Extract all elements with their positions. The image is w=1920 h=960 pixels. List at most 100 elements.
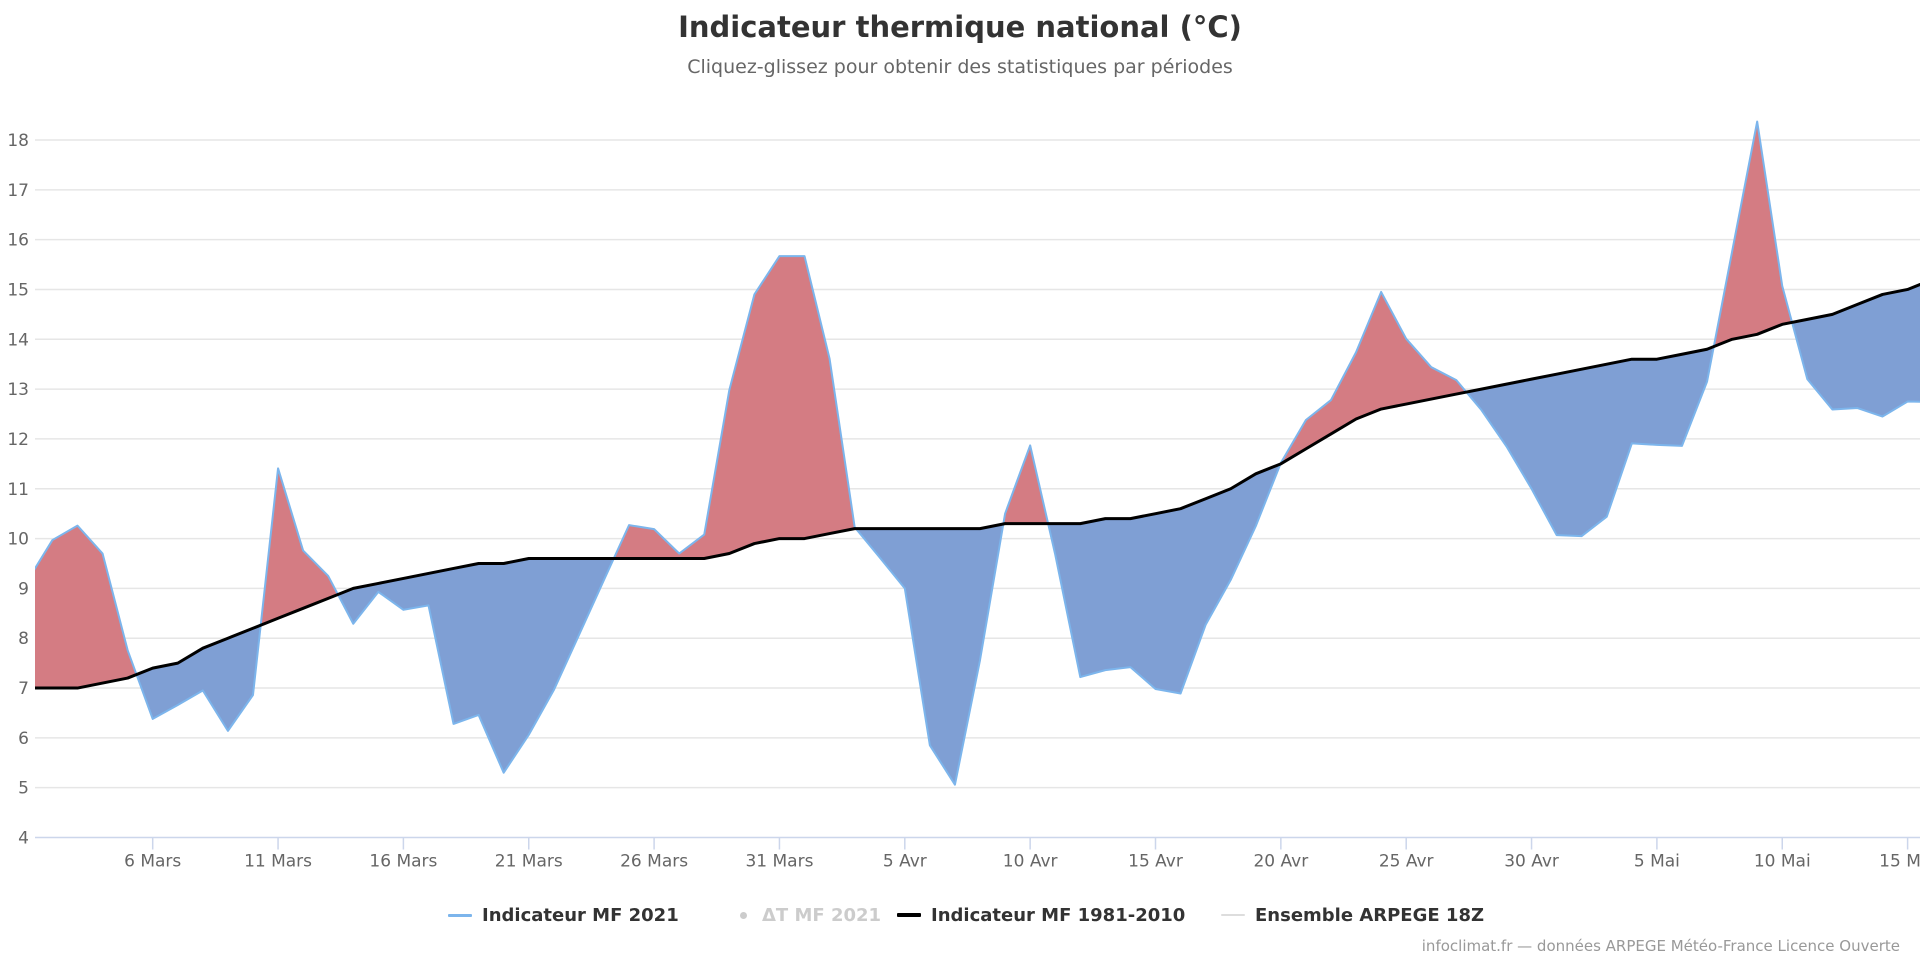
data-point-2021[interactable]	[551, 687, 557, 693]
data-point-2021[interactable]	[1854, 405, 1860, 411]
data-point-1981-2010[interactable]	[125, 675, 131, 681]
data-point-2021[interactable]	[977, 657, 983, 663]
data-point-1981-2010[interactable]	[676, 556, 682, 562]
data-point-1981-2010[interactable]	[350, 585, 356, 591]
data-point-1981-2010[interactable]	[1353, 416, 1359, 422]
data-point-1981-2010[interactable]	[1679, 351, 1685, 357]
data-point-2021[interactable]	[1077, 674, 1083, 680]
data-point-2021[interactable]	[1604, 514, 1610, 520]
data-point-1981-2010[interactable]	[977, 526, 983, 532]
data-point-1981-2010[interactable]	[526, 556, 532, 562]
data-point-1981-2010[interactable]	[601, 556, 607, 562]
data-point-2021[interactable]	[175, 702, 181, 708]
data-point-1981-2010[interactable]	[802, 536, 808, 542]
data-point-2021[interactable]	[451, 721, 457, 727]
data-point-2021[interactable]	[1729, 249, 1735, 255]
data-point-2021[interactable]	[350, 621, 356, 627]
data-point-1981-2010[interactable]	[1102, 516, 1108, 522]
data-point-1981-2010[interactable]	[551, 556, 557, 562]
data-point-1981-2010[interactable]	[1779, 321, 1785, 327]
data-point-1981-2010[interactable]	[776, 536, 782, 542]
data-point-1981-2010[interactable]	[1253, 471, 1259, 477]
data-point-2021[interactable]	[200, 688, 206, 694]
data-point-1981-2010[interactable]	[100, 680, 106, 686]
data-point-2021[interactable]	[1704, 379, 1710, 385]
data-point-1981-2010[interactable]	[1278, 461, 1284, 467]
data-point-1981-2010[interactable]	[651, 556, 657, 562]
data-point-1981-2010[interactable]	[902, 526, 908, 532]
data-point-1981-2010[interactable]	[275, 615, 281, 621]
data-point-1981-2010[interactable]	[1403, 401, 1409, 407]
data-point-1981-2010[interactable]	[1804, 316, 1810, 322]
data-point-2021[interactable]	[1779, 283, 1785, 289]
data-point-1981-2010[interactable]	[1178, 506, 1184, 512]
data-point-1981-2010[interactable]	[1378, 406, 1384, 412]
data-point-2021[interactable]	[726, 387, 732, 393]
data-point-1981-2010[interactable]	[1127, 516, 1133, 522]
data-point-2021[interactable]	[1303, 417, 1309, 423]
data-point-1981-2010[interactable]	[1704, 346, 1710, 352]
data-point-2021[interactable]	[1829, 407, 1835, 413]
data-point-1981-2010[interactable]	[1905, 286, 1911, 292]
data-point-1981-2010[interactable]	[1027, 521, 1033, 527]
data-point-2021[interactable]	[150, 716, 156, 722]
data-point-2021[interactable]	[1328, 397, 1334, 403]
data-point-1981-2010[interactable]	[1529, 376, 1535, 382]
legend-item-ensemble-arpege-18z[interactable]: Ensemble ARPEGE 18Z	[1221, 900, 1484, 930]
data-point-2021[interactable]	[476, 712, 482, 718]
data-point-1981-2010[interactable]	[877, 526, 883, 532]
data-point-2021[interactable]	[526, 732, 532, 738]
data-point-2021[interactable]	[1253, 523, 1259, 529]
data-point-2021[interactable]	[125, 647, 131, 653]
data-point-1981-2010[interactable]	[1604, 361, 1610, 367]
data-point-2021[interactable]	[1905, 399, 1911, 405]
data-point-2021[interactable]	[1203, 622, 1209, 628]
data-point-2021[interactable]	[952, 782, 958, 788]
data-point-1981-2010[interactable]	[225, 635, 231, 641]
data-point-2021[interactable]	[701, 532, 707, 538]
legend-item-delta-t-mf-2021[interactable]: ΔT MF 2021	[732, 900, 881, 930]
data-point-2021[interactable]	[626, 522, 632, 528]
data-point-2021[interactable]	[651, 526, 657, 532]
data-point-2021[interactable]	[1629, 440, 1635, 446]
credit-link[interactable]: infoclimat.fr — données ARPEGE Météo-Fra…	[1421, 937, 1900, 955]
data-point-1981-2010[interactable]	[1729, 336, 1735, 342]
data-point-1981-2010[interactable]	[400, 575, 406, 581]
data-point-2021[interactable]	[576, 632, 582, 638]
data-point-2021[interactable]	[1880, 414, 1886, 420]
data-point-2021[interactable]	[601, 577, 607, 583]
data-point-1981-2010[interactable]	[1077, 521, 1083, 527]
data-point-1981-2010[interactable]	[1880, 291, 1886, 297]
data-point-1981-2010[interactable]	[1453, 391, 1459, 397]
data-point-1981-2010[interactable]	[827, 531, 833, 537]
data-point-1981-2010[interactable]	[927, 526, 933, 532]
data-point-2021[interactable]	[1554, 532, 1560, 538]
data-point-1981-2010[interactable]	[325, 595, 331, 601]
data-point-1981-2010[interactable]	[1854, 301, 1860, 307]
data-point-1981-2010[interactable]	[1153, 511, 1159, 517]
data-point-1981-2010[interactable]	[1654, 356, 1660, 362]
data-point-2021[interactable]	[250, 692, 256, 698]
data-point-1981-2010[interactable]	[1579, 366, 1585, 372]
data-point-1981-2010[interactable]	[1754, 331, 1760, 337]
data-point-2021[interactable]	[1027, 442, 1033, 448]
data-point-1981-2010[interactable]	[1478, 386, 1484, 392]
data-point-1981-2010[interactable]	[1328, 431, 1334, 437]
data-point-2021[interactable]	[74, 523, 80, 529]
data-point-2021[interactable]	[1178, 691, 1184, 697]
data-point-2021[interactable]	[1378, 289, 1384, 295]
data-point-2021[interactable]	[275, 465, 281, 471]
data-point-2021[interactable]	[1102, 667, 1108, 673]
data-point-2021[interactable]	[1804, 376, 1810, 382]
data-point-2021[interactable]	[1228, 577, 1234, 583]
data-point-1981-2010[interactable]	[501, 560, 507, 566]
data-point-1981-2010[interactable]	[476, 560, 482, 566]
data-point-1981-2010[interactable]	[49, 685, 55, 691]
data-point-1981-2010[interactable]	[1052, 521, 1058, 527]
data-point-2021[interactable]	[827, 356, 833, 362]
data-point-1981-2010[interactable]	[1554, 371, 1560, 377]
data-point-1981-2010[interactable]	[451, 565, 457, 571]
data-point-2021[interactable]	[1579, 533, 1585, 539]
data-point-2021[interactable]	[1403, 336, 1409, 342]
